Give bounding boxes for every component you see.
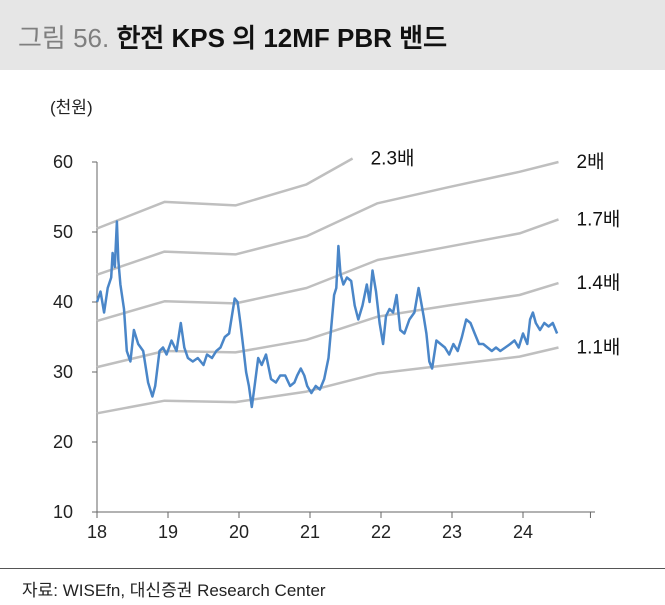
pbr-band-label: 1.4배 <box>577 272 621 294</box>
figure-header: 그림 56. 한전 KPS 의 12MF PBR 밴드 <box>0 0 665 70</box>
bottom-divider <box>0 568 665 569</box>
y-tick-label: 30 <box>53 362 73 382</box>
pbr-band-line <box>96 346 559 415</box>
pbr-band-chart: (천원) 10 20 30 40 50 60 18 19 20 21 22 23 24 2.3배 2배 1.7배… <box>50 98 621 542</box>
x-tick-label: 23 <box>442 522 462 542</box>
x-tick-label: 20 <box>229 522 249 542</box>
figure-number: 그림 56. <box>18 23 110 53</box>
y-tick-label: 40 <box>53 292 73 312</box>
figure-title-text: 한전 KPS 의 12MF PBR 밴드 <box>116 23 447 53</box>
x-tick-label: 21 <box>300 522 320 542</box>
x-tick-label: 24 <box>513 522 533 542</box>
pbr-band-label: 1.1배 <box>577 337 621 359</box>
x-tick-label: 22 <box>371 522 391 542</box>
y-tick-label: 60 <box>53 152 73 172</box>
y-tick-label: 20 <box>53 432 73 452</box>
y-tick-label: 10 <box>53 502 73 522</box>
source-note: 자료: WISEfn, 대신증권 Research Center <box>22 581 326 600</box>
pbr-band-line <box>96 160 559 276</box>
pbr-band-line <box>96 157 354 230</box>
pbr-band-label: 2배 <box>577 151 605 173</box>
x-tick-label: 19 <box>158 522 178 542</box>
pbr-band-label: 2.3배 <box>371 148 415 170</box>
price-line <box>95 220 559 409</box>
figure-title: 그림 56. 한전 KPS 의 12MF PBR 밴드 <box>18 18 447 55</box>
pbr-band-label: 1.7배 <box>577 208 621 230</box>
x-tick-label: 18 <box>87 522 107 542</box>
y-axis-unit-label: (천원) <box>50 98 93 117</box>
y-tick-label: 50 <box>53 222 73 242</box>
pbr-band-line <box>96 218 559 323</box>
